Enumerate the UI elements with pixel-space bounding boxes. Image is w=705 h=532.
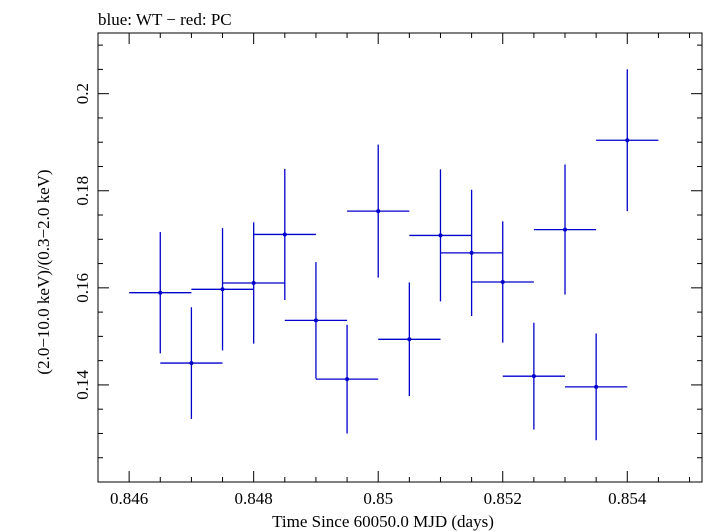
data-marker [469,250,474,255]
data-series [129,69,659,441]
data-point [596,69,659,212]
data-marker [594,384,599,389]
data-marker [563,227,568,232]
data-point [378,282,441,397]
chart-title: blue: WT − red: PC [98,10,232,29]
x-tick-label: 0.846 [110,489,148,508]
x-tick-label: 0.85 [363,489,393,508]
data-point [471,221,534,343]
x-tick-label: 0.854 [608,489,647,508]
x-axis: 0.846 0.848 0.85 0.852 0.854 [97,33,691,508]
data-marker [345,377,350,382]
data-point [160,307,223,419]
data-point [409,169,472,302]
data-point [129,232,192,354]
data-marker [313,318,318,323]
data-point [533,164,597,295]
data-point [315,324,379,434]
data-marker [438,233,443,238]
y-tick-label: 0.14 [73,370,92,400]
data-marker [625,138,630,143]
data-point [440,189,503,316]
x-tick-label: 0.848 [235,489,273,508]
data-point [502,322,566,430]
y-axis-label: (2.0−10.0 keV)/(0.3−2.0 keV) [34,169,53,374]
data-marker [220,287,225,292]
data-marker [251,280,256,285]
data-point [347,144,410,278]
data-point [253,168,316,300]
data-marker [376,209,381,214]
data-point [284,262,348,379]
data-marker [282,232,287,237]
plot-frame [97,32,703,483]
y-tick-label: 0.2 [73,83,92,104]
x-axis-label: Time Since 60050.0 MJD (days) [272,512,494,531]
x-tick-label: 0.852 [484,489,522,508]
data-marker [407,337,412,342]
data-marker [500,280,505,285]
y-axis: 0.14 0.16 0.18 0.2 [73,44,702,459]
data-marker [189,361,194,366]
data-point [565,333,628,441]
data-marker [158,290,163,295]
y-tick-label: 0.18 [73,176,92,206]
data-marker [531,374,536,379]
data-point [191,228,254,351]
data-point [222,222,285,344]
y-tick-label: 0.16 [73,273,92,303]
